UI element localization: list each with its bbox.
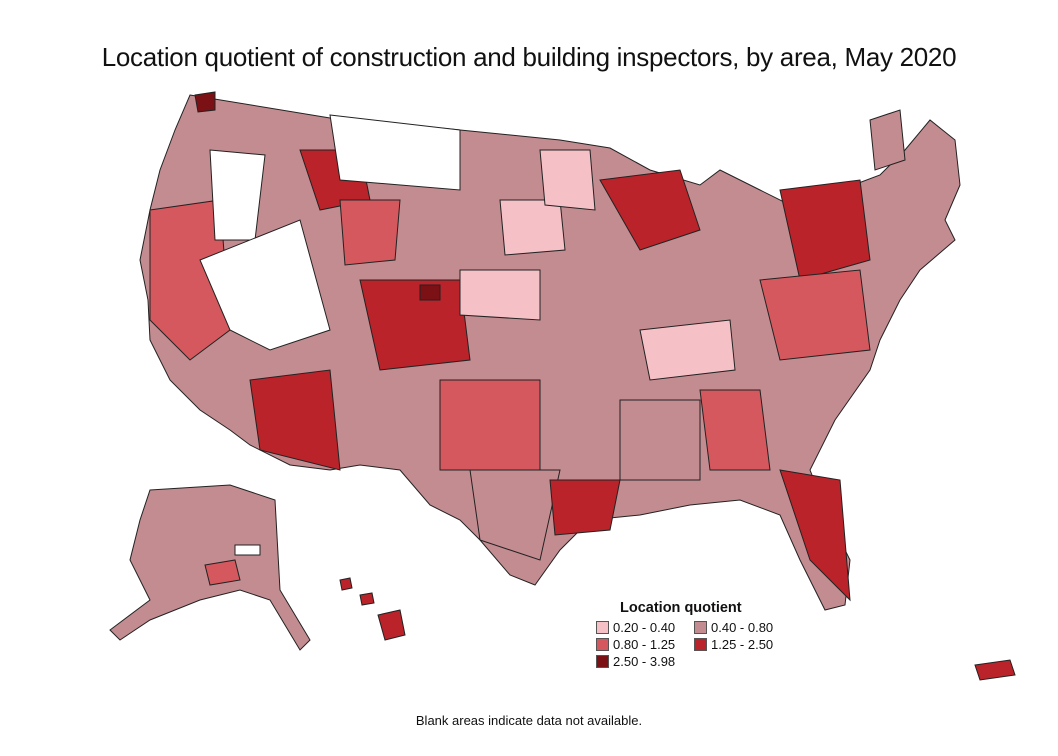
legend: Location quotient 0.20 - 0.40 0.40 - 0.8… <box>596 600 794 669</box>
hawaii-big-island <box>377 609 406 641</box>
texas-panhandle-area <box>439 379 541 471</box>
legend-item: 2.50 - 3.98 <box>596 654 694 669</box>
great-basin-no-data <box>199 219 331 351</box>
new-york-pa-area <box>779 179 871 281</box>
nebraska-area <box>459 269 541 321</box>
legend-item: 0.40 - 0.80 <box>694 620 794 635</box>
wyoming-area <box>339 199 401 266</box>
kentucky-area <box>639 319 736 381</box>
deep-south-area <box>619 399 701 481</box>
legend-swatch <box>596 638 609 651</box>
arizona-area <box>249 369 341 471</box>
hawaii-island <box>339 577 353 591</box>
california-area <box>149 199 231 361</box>
florida-area <box>779 469 851 602</box>
nevada-no-data <box>209 149 266 241</box>
legend-swatch <box>694 621 707 634</box>
minnesota-area <box>539 149 596 211</box>
seattle-area <box>194 91 216 113</box>
mid-atlantic-area <box>759 269 871 361</box>
montana-no-data <box>329 114 461 191</box>
georgia-carolina-area <box>699 389 771 471</box>
south-texas-area <box>469 469 561 561</box>
legend-swatch <box>694 638 707 651</box>
michigan-area <box>599 169 701 251</box>
gulf-coast-area <box>549 479 621 536</box>
colorado-hot-area <box>419 284 441 301</box>
alaska-south-area <box>204 559 241 586</box>
legend-title: Location quotient <box>620 600 742 616</box>
footnote: Blank areas indicate data not available. <box>415 713 643 728</box>
legend-swatch <box>596 655 609 668</box>
hawaii-island <box>359 592 375 606</box>
south-dakota-area <box>499 199 566 256</box>
legend-swatch <box>596 621 609 634</box>
colorado-area <box>359 279 471 371</box>
legend-item: 0.80 - 1.25 <box>596 637 694 652</box>
legend-item: 0.20 - 0.40 <box>596 620 694 635</box>
maine-area <box>869 109 906 171</box>
legend-item: 1.25 - 2.50 <box>694 637 794 652</box>
puerto-rico <box>974 659 1016 681</box>
map-title: Location quotient of construction and bu… <box>101 42 957 72</box>
alaska-no-data <box>234 544 261 556</box>
